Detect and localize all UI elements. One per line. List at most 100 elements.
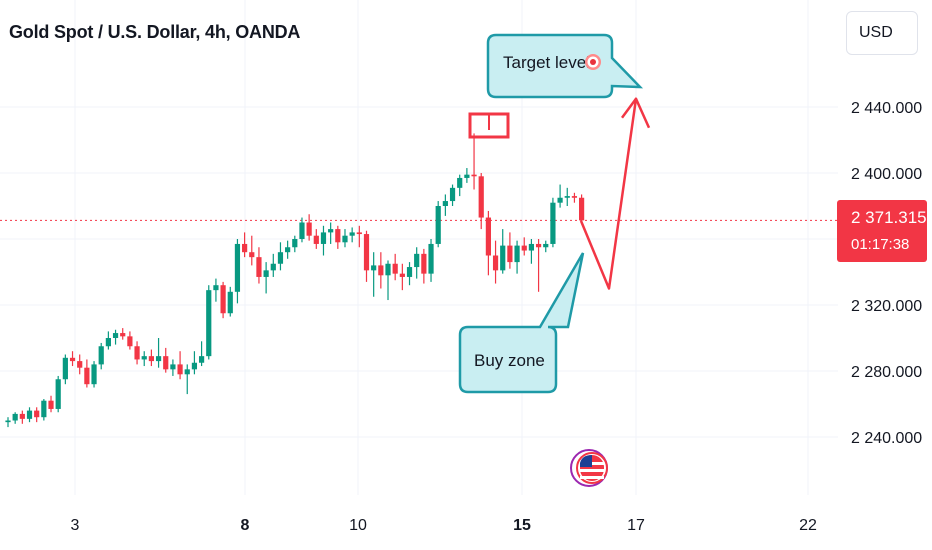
price-tick-label: 2 440.000 xyxy=(851,100,922,117)
candle-body xyxy=(500,245,506,271)
candle xyxy=(34,407,40,423)
candle xyxy=(406,262,413,286)
candle xyxy=(19,410,25,424)
candle-body xyxy=(155,356,162,362)
candle-body xyxy=(349,232,355,236)
candle xyxy=(471,133,477,190)
candle xyxy=(299,217,305,243)
candle-body xyxy=(428,243,434,274)
us-flag-icon[interactable] xyxy=(570,449,608,487)
candle-body xyxy=(378,265,384,276)
candle xyxy=(442,194,448,216)
candle xyxy=(521,237,527,256)
candle xyxy=(464,168,470,183)
currency-button[interactable]: USD xyxy=(846,11,918,55)
candle xyxy=(134,341,140,365)
candle xyxy=(127,331,133,350)
candle-body xyxy=(579,197,585,221)
price-tick-label: 2 400.000 xyxy=(851,166,922,183)
candle-body xyxy=(399,273,405,277)
candle-body xyxy=(41,400,47,418)
candle xyxy=(41,399,47,421)
candle xyxy=(69,351,76,367)
price-tick-label: 2 280.000 xyxy=(851,364,922,381)
candle xyxy=(234,239,241,304)
candle xyxy=(457,174,463,197)
candle-body xyxy=(98,346,104,365)
candle-body xyxy=(69,357,76,362)
candle xyxy=(263,262,269,294)
candle xyxy=(177,351,183,380)
candle xyxy=(191,351,198,375)
candle-body xyxy=(198,356,205,363)
price-tick-label: 2 320.000 xyxy=(851,298,922,315)
buy-zone-label: Buy zone xyxy=(474,351,545,370)
candle-body xyxy=(55,379,61,409)
candle xyxy=(12,412,18,424)
price-axis[interactable]: 2 440.000 2 400.000 2 320.000 2 280.000 2 24… xyxy=(851,100,922,447)
candle xyxy=(335,225,341,249)
candle-body xyxy=(177,364,183,375)
candle-body xyxy=(220,285,226,314)
candle-body xyxy=(234,243,241,292)
time-tick-label: 3 xyxy=(71,517,80,534)
time-tick-label: 10 xyxy=(349,517,367,534)
candle xyxy=(492,240,499,284)
candle xyxy=(378,252,384,289)
candle xyxy=(507,232,513,269)
candle-body xyxy=(320,232,327,244)
candle xyxy=(105,331,111,350)
candle-body xyxy=(435,206,441,244)
target-level-callout[interactable]: Target level xyxy=(486,33,644,99)
candle-body xyxy=(19,413,25,419)
candle-body xyxy=(292,239,298,248)
target-level-label: Target level xyxy=(503,53,590,72)
candle xyxy=(120,328,126,340)
projection-arrow[interactable] xyxy=(579,97,651,290)
candle-body xyxy=(449,187,456,202)
time-axis[interactable]: 3 8 10 15 17 22 xyxy=(71,517,817,534)
candle xyxy=(392,253,398,281)
candle-body xyxy=(163,356,169,370)
candle-body xyxy=(256,257,262,277)
candlestick-series xyxy=(5,133,585,428)
candle xyxy=(270,253,276,277)
candle-body xyxy=(105,338,111,347)
candle-body xyxy=(342,235,348,243)
candle xyxy=(227,286,233,317)
candle-body xyxy=(26,410,33,419)
candle xyxy=(414,247,420,279)
candle-body xyxy=(564,196,570,198)
candle-body xyxy=(48,400,54,409)
candle-body xyxy=(356,232,362,235)
candle-body xyxy=(12,413,18,421)
candle xyxy=(449,184,456,206)
chart-title: Gold Spot / U.S. Dollar, 4h, OANDA xyxy=(9,22,301,42)
candle-body xyxy=(385,263,391,276)
candle-body xyxy=(127,336,133,347)
candle-body xyxy=(285,247,291,253)
candle xyxy=(77,354,83,375)
candle-body xyxy=(77,361,83,368)
target-icon xyxy=(585,54,601,70)
candle-body xyxy=(485,217,491,256)
bar-countdown: 01:17:38 xyxy=(851,236,910,253)
candle xyxy=(399,263,405,291)
candle xyxy=(26,407,33,423)
candle-body xyxy=(421,253,427,274)
candle xyxy=(514,240,520,274)
candle-body xyxy=(363,234,370,271)
candle-body xyxy=(120,333,126,337)
time-tick-label: 8 xyxy=(241,517,250,534)
candle-body xyxy=(277,252,284,264)
candle xyxy=(84,359,90,388)
candle xyxy=(356,225,362,248)
candle-body xyxy=(242,243,248,253)
candle xyxy=(242,232,248,258)
candle xyxy=(206,285,212,360)
candle-body xyxy=(227,291,233,314)
candle xyxy=(292,235,298,253)
buy-zone-callout[interactable]: Buy zone xyxy=(458,252,585,394)
candle xyxy=(155,338,162,368)
